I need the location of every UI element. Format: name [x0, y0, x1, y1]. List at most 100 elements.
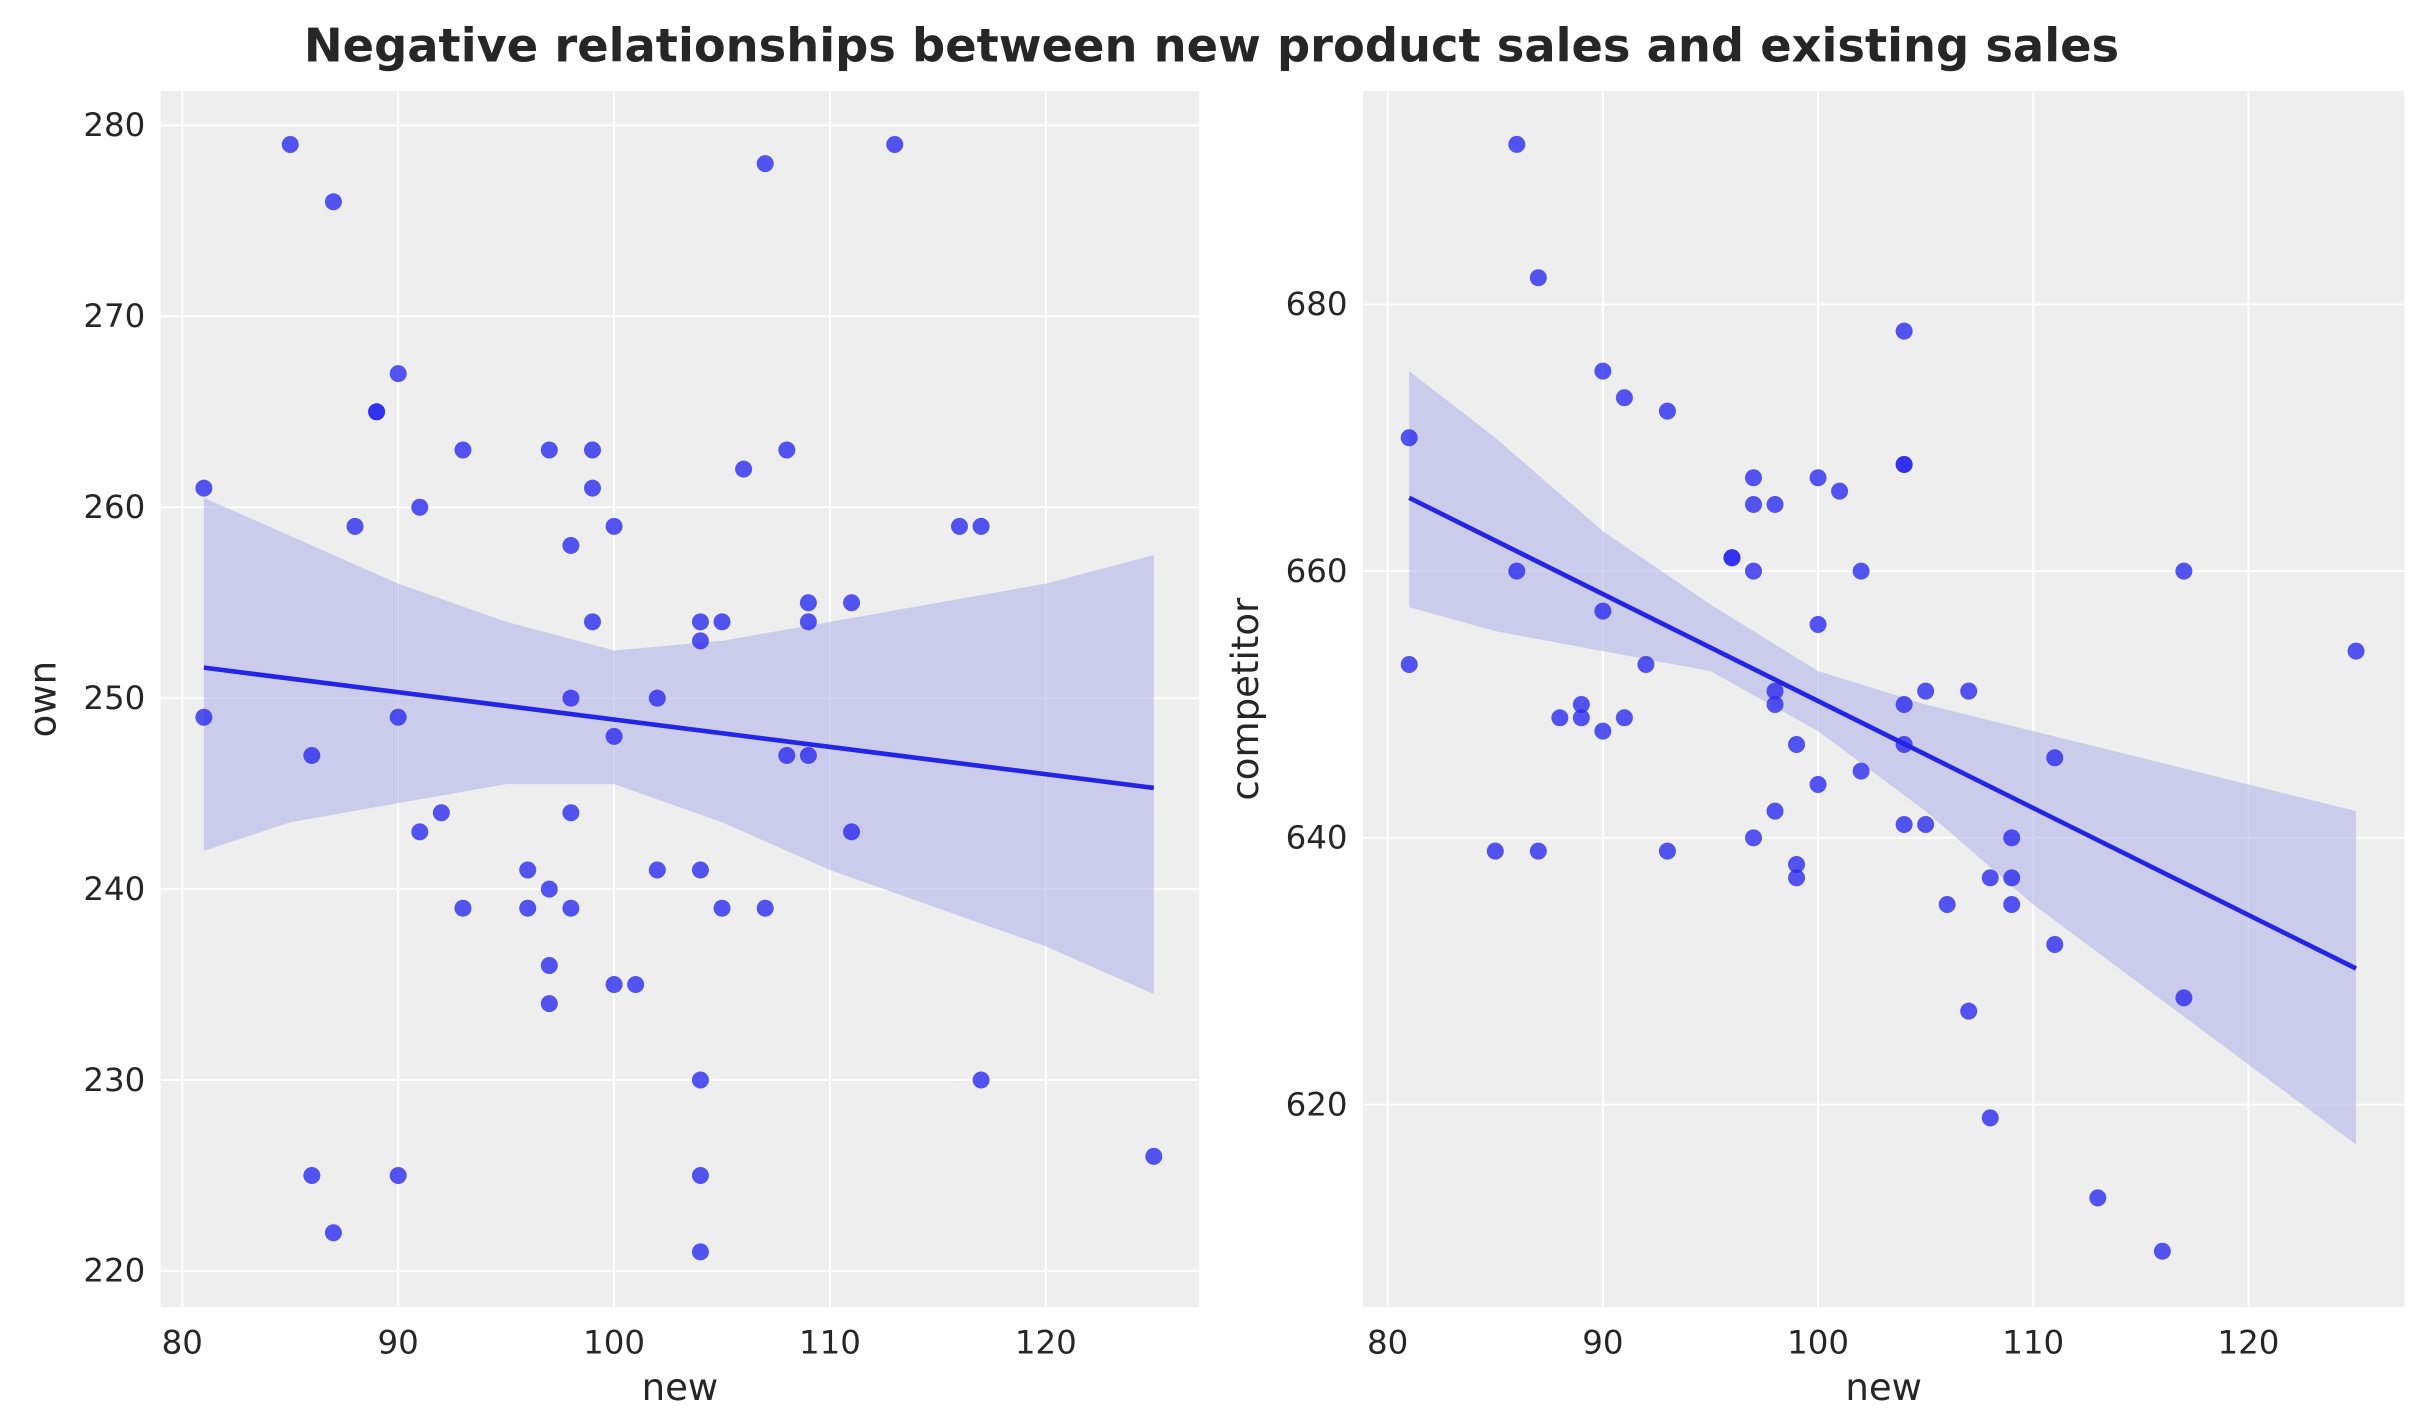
data-point	[519, 899, 537, 917]
data-point	[1529, 842, 1547, 860]
data-point	[2153, 1242, 2171, 1260]
data-point	[324, 1224, 342, 1242]
data-point	[1400, 655, 1418, 673]
data-point	[691, 1071, 709, 1089]
y-tick-label: 640	[1286, 819, 1348, 857]
data-point	[713, 899, 731, 917]
data-point	[389, 365, 407, 383]
data-point	[605, 727, 623, 745]
data-point	[799, 746, 817, 764]
data-point	[1895, 322, 1913, 340]
data-point	[713, 613, 731, 631]
data-point	[1658, 842, 1676, 860]
data-point	[1960, 1002, 1978, 1020]
data-point	[1486, 842, 1504, 860]
data-point	[1594, 722, 1612, 740]
data-point	[648, 861, 666, 879]
data-point	[1572, 695, 1590, 713]
data-point	[562, 804, 580, 822]
data-point	[454, 899, 472, 917]
data-point	[799, 613, 817, 631]
x-tick-label: 110	[799, 1324, 861, 1362]
data-point	[1594, 362, 1612, 380]
y-tick-label: 270	[83, 297, 145, 335]
data-point	[2347, 642, 2365, 660]
x-tick-label: 90	[1582, 1324, 1623, 1362]
data-point	[519, 861, 537, 879]
data-point	[1960, 682, 1978, 700]
data-point	[1788, 869, 1806, 887]
data-point	[972, 1071, 990, 1089]
data-point	[1809, 775, 1827, 793]
data-point	[1572, 709, 1590, 727]
y-tick-label: 280	[83, 106, 145, 144]
data-point	[691, 1243, 709, 1261]
data-point	[648, 689, 666, 707]
data-point	[951, 517, 968, 535]
data-point	[605, 517, 623, 535]
data-point	[281, 136, 299, 154]
left-panel-own: 80 90 100 110 120 220 230 240 250 260 270 280 new own	[22, 91, 1200, 1409]
data-point	[1895, 695, 1913, 713]
data-point	[1981, 1109, 1999, 1127]
data-point	[886, 136, 904, 154]
data-point	[303, 1166, 321, 1184]
y-tick-label: 680	[1286, 285, 1348, 323]
regression-line	[1408, 495, 2358, 971]
data-point	[1508, 562, 1526, 580]
data-point	[411, 823, 429, 841]
data-point	[756, 899, 774, 917]
data-point	[1551, 709, 1569, 727]
x-tick-label: 80	[162, 1324, 203, 1362]
y-tick-label: 250	[83, 679, 145, 717]
x-tick-label: 110	[2002, 1324, 2064, 1362]
data-point	[1766, 682, 1784, 700]
x-axis-label: new	[642, 1366, 719, 1409]
y-tick-label: 260	[83, 488, 145, 526]
data-point	[1615, 709, 1633, 727]
data-point	[756, 155, 774, 173]
data-point	[1831, 482, 1849, 500]
data-point	[627, 976, 645, 994]
x-tick-label: 90	[378, 1324, 419, 1362]
regression-line	[203, 665, 1155, 791]
data-point	[605, 976, 623, 994]
data-point	[2003, 829, 2021, 847]
data-point	[2046, 935, 2064, 953]
data-point	[799, 594, 817, 612]
data-point	[778, 746, 796, 764]
data-point	[1508, 135, 1526, 153]
y-tick-label: 660	[1286, 552, 1348, 590]
data-point	[2089, 1189, 2107, 1207]
data-point	[540, 441, 558, 459]
data-point	[735, 460, 753, 478]
data-point	[691, 861, 709, 879]
data-point	[2003, 869, 2021, 887]
data-point	[389, 708, 407, 726]
data-point	[691, 1166, 709, 1184]
data-point	[562, 689, 580, 707]
data-point	[583, 441, 601, 459]
data-point	[2046, 749, 2064, 767]
data-point	[1594, 602, 1612, 620]
data-point	[1529, 269, 1547, 287]
data-point	[411, 498, 429, 516]
data-point	[1788, 855, 1806, 873]
data-point	[1895, 815, 1913, 833]
data-point	[432, 804, 450, 822]
data-point	[562, 536, 580, 554]
data-point	[1145, 1147, 1163, 1165]
data-point	[1400, 429, 1418, 447]
data-point	[195, 708, 213, 726]
data-point	[1658, 402, 1676, 420]
data-point	[1981, 869, 1999, 887]
data-point	[454, 441, 472, 459]
x-tick-label: 120	[2217, 1324, 2279, 1362]
chart-title: Negative relationships between new produ…	[304, 19, 2119, 73]
data-point	[562, 899, 580, 917]
y-axis-label: competitor	[1224, 597, 1267, 801]
data-point	[540, 956, 558, 974]
confidence-band	[1409, 371, 2357, 1145]
right-panel-competitor: 80 90 100 110 120 620 640 660 680 new competitor	[1224, 91, 2405, 1409]
